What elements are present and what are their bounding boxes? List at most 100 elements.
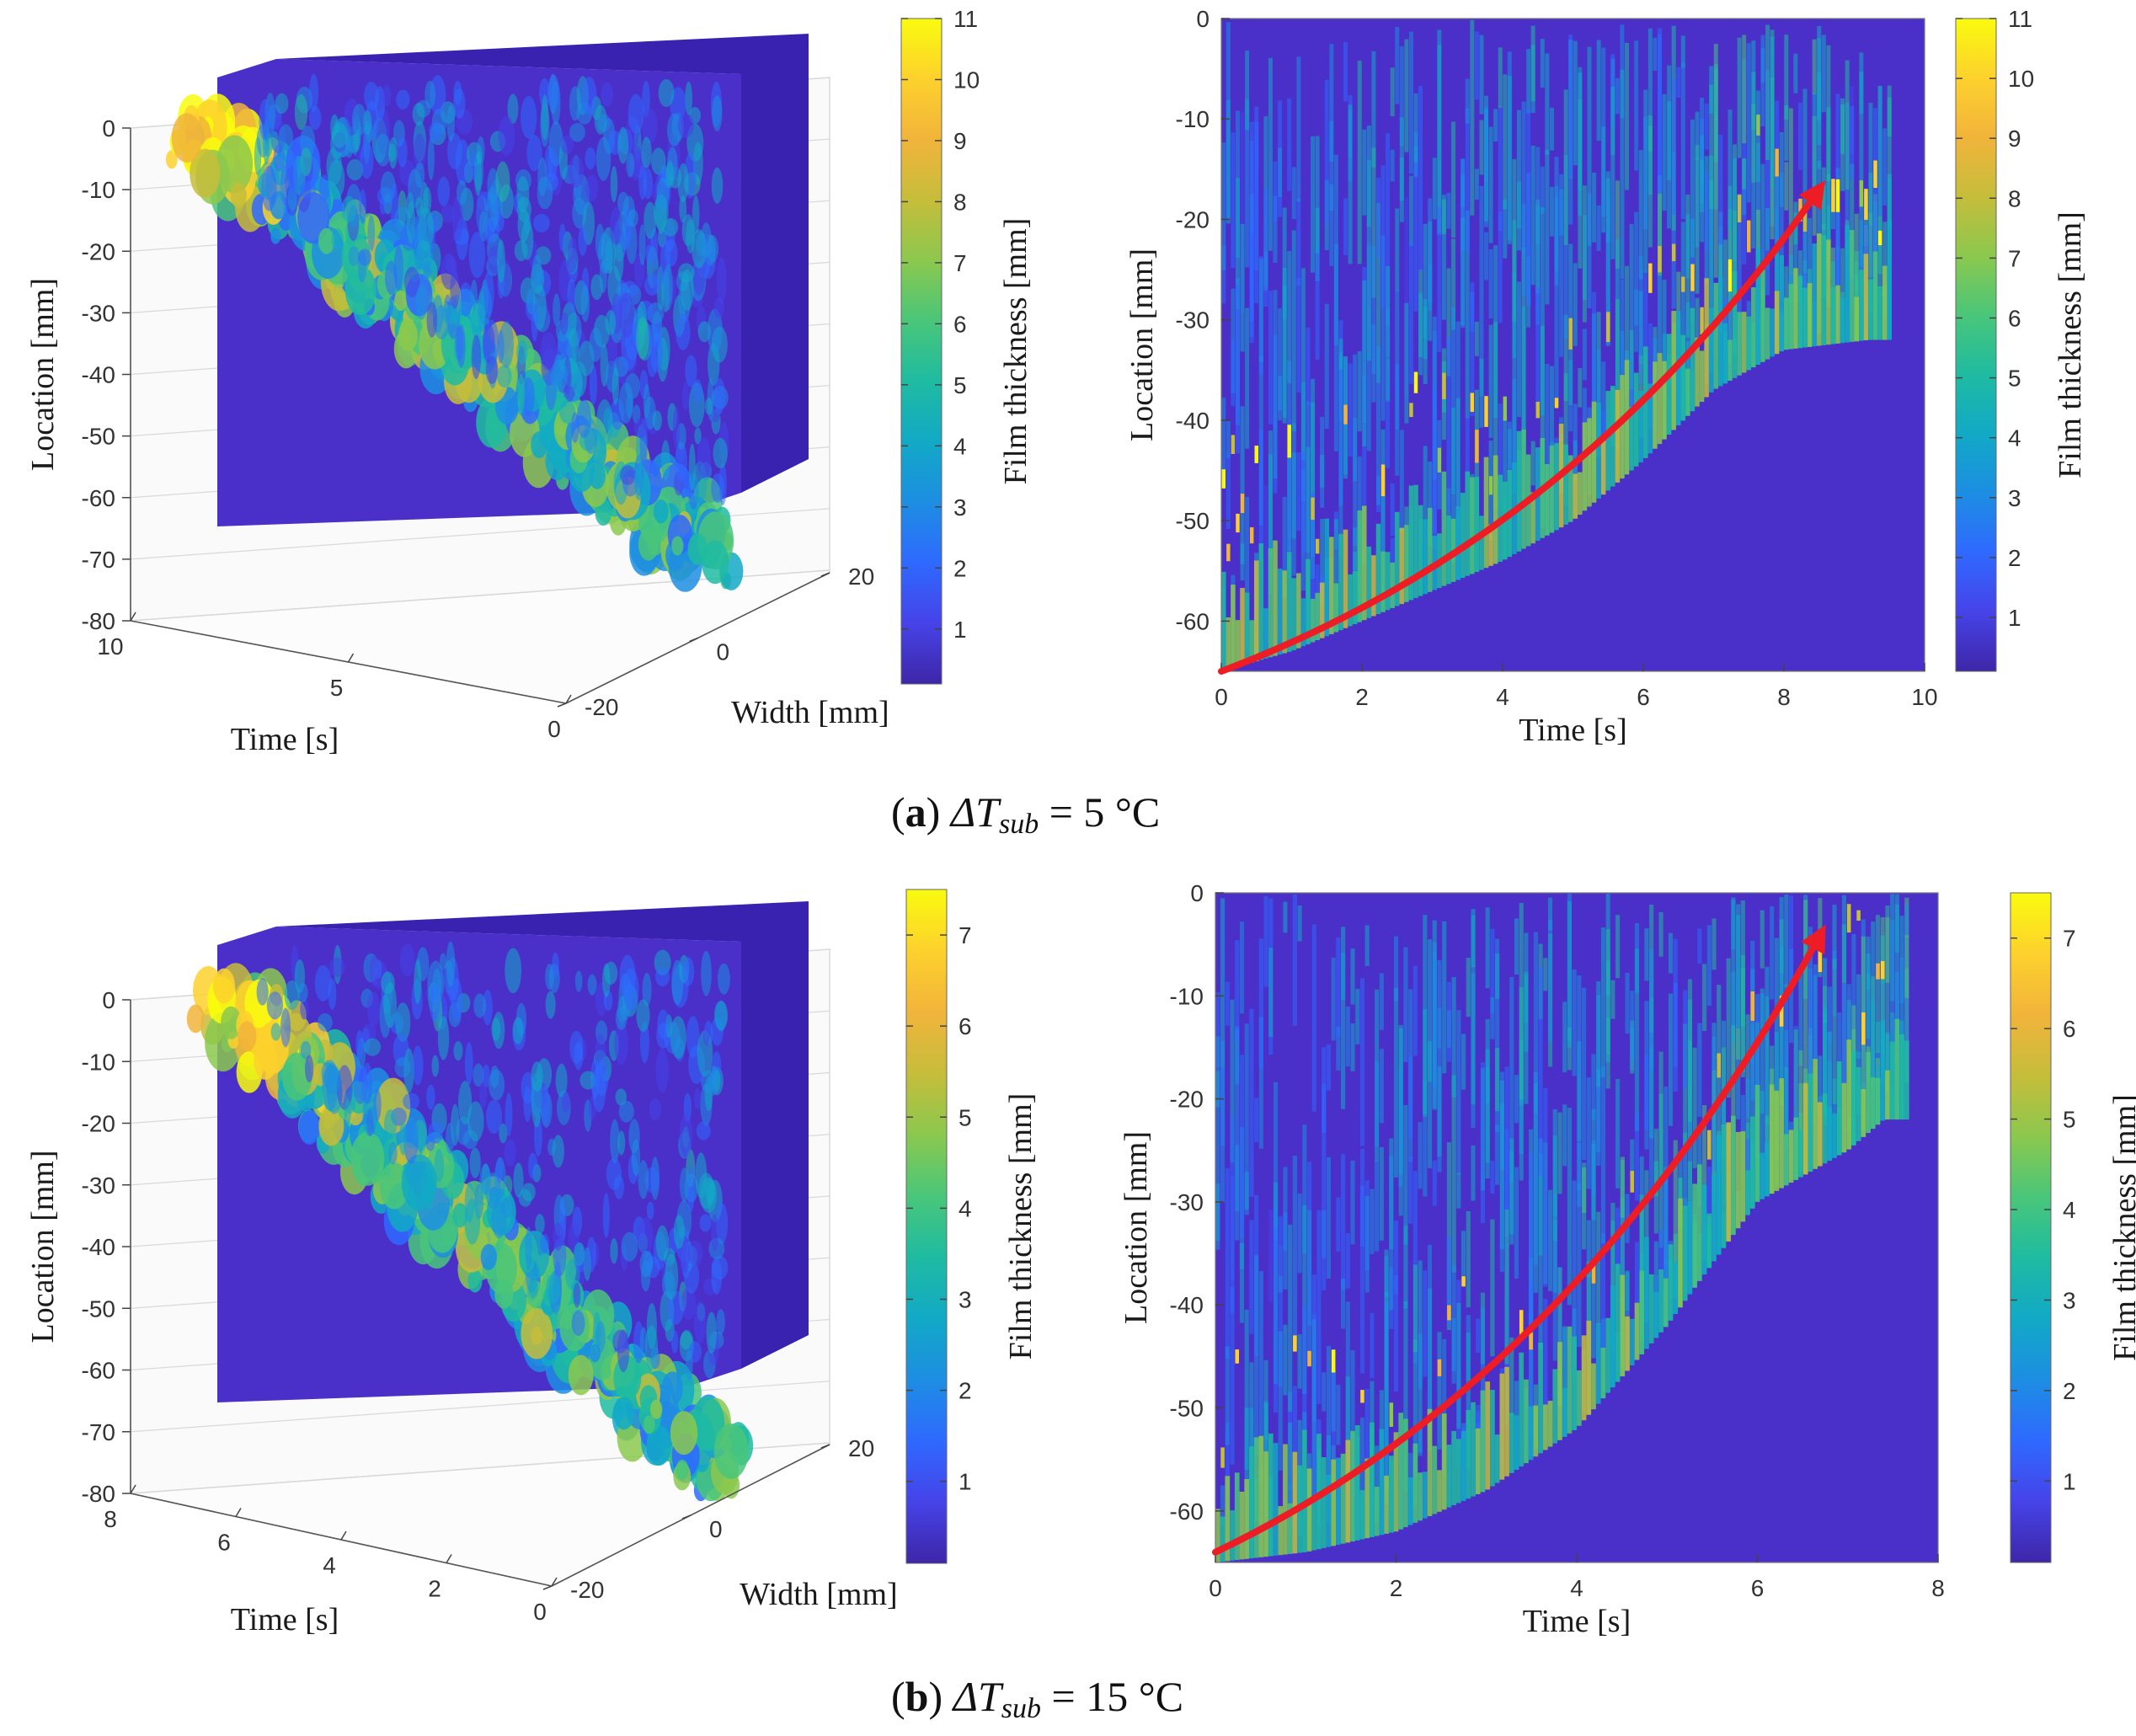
a-heatmap-streak bbox=[1545, 363, 1550, 536]
a-heatmap-streak bbox=[1812, 39, 1817, 95]
a-heatmap-front-peak bbox=[1535, 402, 1540, 419]
undefined-film-streak bbox=[638, 1217, 654, 1258]
a-heatmap-streak bbox=[1676, 67, 1681, 98]
a-heatmap-streak bbox=[1662, 280, 1667, 395]
b-heatmap-streak bbox=[1740, 900, 1745, 1027]
a-heatmap-front-cell bbox=[1573, 473, 1578, 519]
b-heatmap-streak bbox=[1268, 1209, 1274, 1302]
b-heatmap-streak bbox=[1514, 918, 1519, 975]
undefined-width-tick-mark bbox=[557, 702, 567, 708]
undefined-film-streak bbox=[651, 147, 666, 175]
undefined-film-streak bbox=[586, 1237, 597, 1273]
undefined-film-streak bbox=[646, 1201, 654, 1220]
b-heatmap-front-cell bbox=[1610, 1285, 1615, 1388]
caption-b-value: = 15 °C bbox=[1041, 1673, 1184, 1720]
a-heatmap-front-cell bbox=[1319, 582, 1325, 638]
b-heatmap-front-cell bbox=[1822, 1093, 1828, 1164]
a-heatmap-streak bbox=[1545, 53, 1550, 155]
b-heatmap-streak bbox=[1683, 990, 1688, 1089]
undefined-film-streak bbox=[642, 108, 658, 144]
a-heatmap-streak bbox=[1226, 22, 1231, 218]
b-heatmap-streak bbox=[1263, 1359, 1268, 1517]
b-heatmap-streak bbox=[1875, 915, 1881, 1054]
undefined-film-streak bbox=[602, 1193, 610, 1238]
a-heatmap-front-cell bbox=[1657, 353, 1663, 445]
undefined-film-streak bbox=[456, 1116, 472, 1146]
b-heatmap-streak bbox=[1630, 1139, 1635, 1178]
undefined-film-streak bbox=[344, 1099, 351, 1126]
a-heatmap-front-cell bbox=[1493, 455, 1498, 564]
undefined-film-streak bbox=[328, 957, 345, 977]
a-heatmap-front-cell bbox=[1296, 573, 1301, 649]
b-heatmap-streak bbox=[1322, 1372, 1327, 1412]
b-heatmap-streak bbox=[1341, 1279, 1346, 1329]
a-heatmap-streak bbox=[1826, 45, 1831, 182]
undefined-film-streak bbox=[685, 1350, 693, 1381]
b-heatmap-streak bbox=[1249, 1008, 1254, 1197]
b-heatmap-streak bbox=[1359, 1186, 1365, 1374]
a-heatmap-streak bbox=[1503, 199, 1508, 259]
a-heatmap-streak bbox=[1282, 267, 1287, 424]
a-heatmap-streak bbox=[1296, 56, 1301, 202]
b-heatmap-streak bbox=[1509, 1138, 1514, 1245]
b-heatmap-streak bbox=[1547, 1189, 1553, 1291]
a-heatmap-streak bbox=[1245, 496, 1250, 651]
undefined-film-blob bbox=[713, 1423, 749, 1479]
undefined-film-streak bbox=[366, 991, 381, 1027]
a-heatmap-streak bbox=[1333, 243, 1338, 451]
a-heatmap-front-cell bbox=[1765, 307, 1770, 360]
undefined-film-streak bbox=[513, 1162, 524, 1198]
undefined-film-streak bbox=[414, 959, 422, 1005]
undefined-film-streak bbox=[610, 166, 618, 203]
b-heatmap-streak bbox=[1577, 975, 1582, 1191]
b-heatmap-front-cell bbox=[1499, 1373, 1505, 1480]
b-heatmap-streak bbox=[1827, 986, 1832, 1042]
a-heatmap-front-cell bbox=[1479, 515, 1484, 570]
undefined-film-streak bbox=[626, 152, 635, 178]
undefined-film-streak bbox=[382, 84, 392, 107]
undefined-film-blob bbox=[379, 1162, 409, 1210]
b-heatmap-front-cell bbox=[1422, 1472, 1428, 1519]
b-heatmap-streak bbox=[1803, 900, 1808, 1103]
undefined-film-streak bbox=[458, 282, 473, 317]
b-heatmap-streak bbox=[1393, 987, 1399, 1178]
undefined-film-streak bbox=[280, 1007, 291, 1048]
a-heatmap-streak bbox=[1353, 527, 1358, 571]
undefined-film-streak bbox=[673, 1215, 685, 1249]
a-heatmap-front-cell bbox=[1718, 276, 1723, 387]
caption-b-delta: ΔT bbox=[953, 1673, 1001, 1720]
a-heatmap-front-cell bbox=[1741, 312, 1747, 373]
a-heatmap-streak bbox=[1324, 303, 1329, 430]
b-heatmap-streak bbox=[1345, 1233, 1350, 1290]
undefined-film-streak bbox=[625, 373, 640, 399]
b-heatmap-streak bbox=[1668, 993, 1674, 1126]
b-heatmap-streak bbox=[1832, 905, 1837, 969]
b-heatmap-front-cell bbox=[1701, 1184, 1707, 1275]
undefined-film-streak bbox=[359, 189, 366, 224]
b-heatmap-front-cell bbox=[1263, 1451, 1268, 1557]
a-heatmap-front-peak bbox=[1690, 264, 1695, 291]
undefined-film-streak bbox=[495, 161, 510, 202]
b-heatmap-streak bbox=[1490, 1161, 1495, 1194]
undefined-film-streak bbox=[676, 313, 691, 350]
undefined-film-blob bbox=[649, 1399, 663, 1419]
undefined-film-streak bbox=[678, 263, 695, 283]
undefined-film-streak bbox=[433, 305, 451, 339]
b-heatmap-streak bbox=[1760, 988, 1765, 1114]
a-heatmap-streak bbox=[1727, 185, 1733, 311]
b-heatmap-streak bbox=[1288, 1422, 1293, 1513]
undefined-film-streak bbox=[694, 427, 702, 445]
undefined-colorbar-tick-label: 5 bbox=[959, 1104, 972, 1130]
b-heatmap-front-cell bbox=[1653, 1291, 1659, 1338]
undefined-film-streak bbox=[331, 228, 344, 252]
undefined-film-streak bbox=[526, 134, 542, 172]
undefined-film-streak bbox=[470, 280, 478, 311]
b-heatmap-plot-area bbox=[1215, 893, 1938, 1562]
undefined-film-streak bbox=[633, 417, 649, 439]
b-heatmap-streak bbox=[1586, 1077, 1591, 1189]
a-heatmap-front-cell bbox=[1418, 505, 1423, 596]
undefined-film-streak bbox=[533, 213, 550, 232]
undefined-film-streak bbox=[618, 291, 634, 338]
undefined-film-streak bbox=[437, 176, 451, 206]
